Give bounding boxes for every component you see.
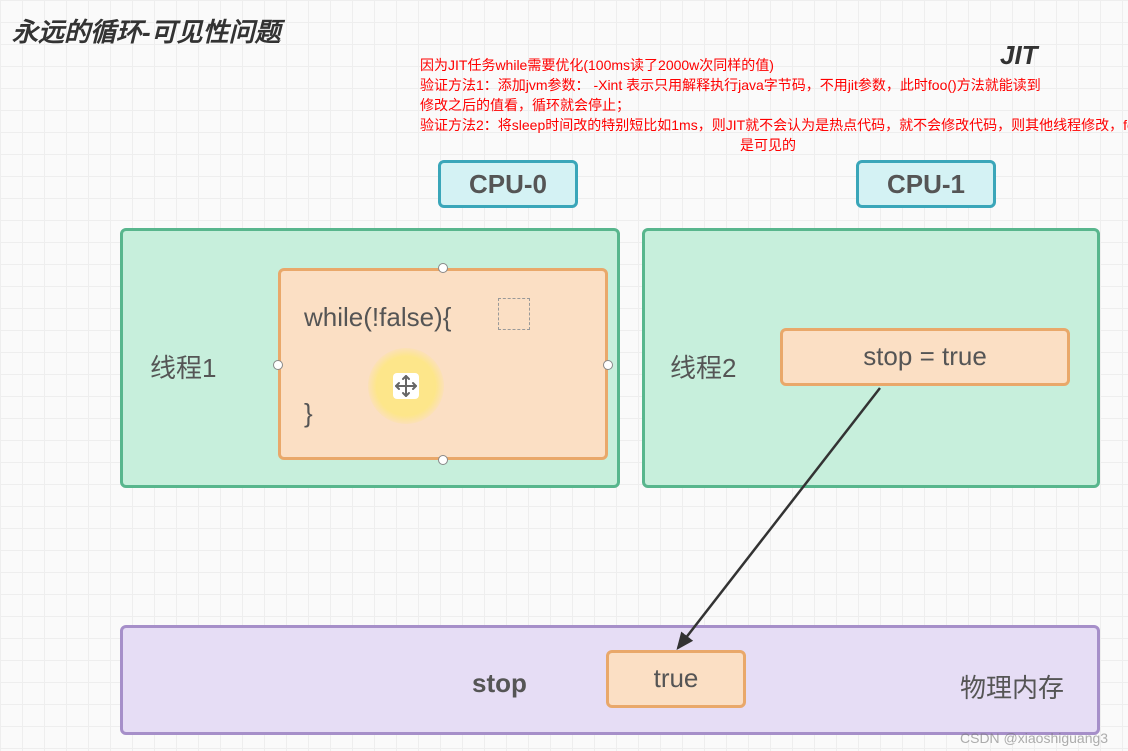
memory-physical-label: 物理内存 (960, 668, 1064, 705)
thread2-label: 线程2 (670, 348, 736, 385)
cpu0-box: CPU-0 (438, 160, 578, 208)
cursor-box (498, 298, 530, 330)
watermark: CSDN @xiaoshiguang3 (960, 730, 1108, 746)
memory-value-box: true (606, 650, 746, 708)
memory-stop-label: stop (472, 668, 527, 699)
code-while: while(!false){ (304, 302, 451, 333)
cpu1-label: CPU-1 (887, 169, 965, 199)
jit-label: JIT (1000, 40, 1038, 71)
memory-value: true (654, 663, 699, 693)
code-brace: } (304, 398, 313, 429)
annotation-line-4b: 是可见的 (740, 136, 796, 156)
thread1-inner-box[interactable] (278, 268, 608, 460)
annotation-line-4a: 验证方法2：将sleep时间改的特别短比如1ms，则JIT就不会认为是热点代码，… (420, 116, 1128, 136)
sel-handle-bottom[interactable] (438, 455, 448, 465)
highlight-circle (368, 348, 444, 424)
sel-handle-right[interactable] (603, 360, 613, 370)
thread1-label: 线程1 (150, 348, 216, 385)
move-icon[interactable] (393, 373, 419, 399)
annotation-line-3: 修改之后的值看，循环就会停止； (420, 96, 630, 116)
page-title: 永远的循环-可见性问题 (12, 12, 281, 49)
thread2-inner-box: stop = true (780, 328, 1070, 386)
thread2-code: stop = true (863, 341, 987, 371)
annotation-line-1: 因为JIT任务while需要优化(100ms读了2000w次同样的值) (420, 56, 774, 76)
sel-handle-top[interactable] (438, 263, 448, 273)
cpu0-label: CPU-0 (469, 169, 547, 199)
annotation-line-2: 验证方法1：添加jvm参数： -Xint 表示只用解释执行java字节码，不用j… (420, 76, 1041, 96)
sel-handle-left[interactable] (273, 360, 283, 370)
cpu1-box: CPU-1 (856, 160, 996, 208)
